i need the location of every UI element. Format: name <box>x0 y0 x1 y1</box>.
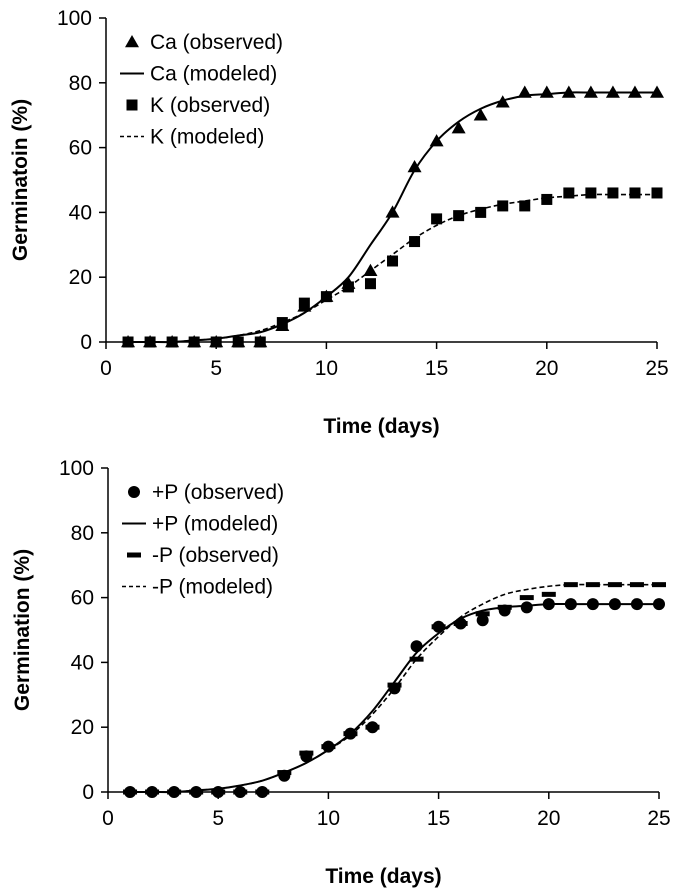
series-markers-1 <box>124 598 665 798</box>
y-tick-label: 0 <box>80 331 92 354</box>
y-tick-label: 80 <box>69 72 92 95</box>
data-point <box>453 621 468 627</box>
legend-swatch-marker <box>127 552 141 558</box>
x-tick-label: 0 <box>100 357 112 380</box>
data-point <box>475 206 487 218</box>
data-point <box>210 336 222 348</box>
legend-label: K (modeled) <box>150 126 264 149</box>
data-point <box>541 193 553 205</box>
y-axis-title: Germinatoin (%) <box>9 99 32 261</box>
data-point <box>563 582 578 588</box>
data-point <box>189 789 204 795</box>
data-point <box>387 682 402 688</box>
data-point <box>255 789 270 795</box>
data-point <box>520 601 533 614</box>
chart-2: 0 20 40 60 80 100 0 5 10 15 20 25 Time (days) Germina… <box>11 457 671 888</box>
data-point <box>607 187 619 199</box>
data-point <box>476 614 489 627</box>
legend-swatch-marker <box>126 99 138 111</box>
legend-label: Ca (observed) <box>150 31 283 54</box>
x-tick-label: 20 <box>535 357 558 380</box>
data-point <box>343 731 358 737</box>
data-point <box>497 604 512 610</box>
data-point <box>519 200 531 212</box>
legend-label: +P (modeled) <box>152 513 278 536</box>
y-tick-label: 20 <box>71 716 94 739</box>
data-point <box>144 336 156 348</box>
data-point <box>145 789 160 795</box>
x-tick-label: 5 <box>210 357 222 380</box>
data-point <box>497 200 509 212</box>
data-point <box>473 108 488 121</box>
legend-label: Ca (modeled) <box>150 63 277 86</box>
x-tick-label: 10 <box>315 357 338 380</box>
x-tick-label: 10 <box>317 807 340 830</box>
data-point <box>407 160 422 173</box>
x-tick-label: 25 <box>645 357 668 380</box>
data-point <box>299 750 314 756</box>
legend: Ca (observed) Ca (modeled) K (observed) K (… <box>120 31 283 149</box>
data-point <box>451 121 466 134</box>
data-point <box>519 595 534 601</box>
x-tick-label: 20 <box>537 807 560 830</box>
x-axis-title: Time (days) <box>323 415 439 438</box>
data-point <box>410 640 423 653</box>
data-point <box>233 789 248 795</box>
y-tick-label: 20 <box>69 266 92 289</box>
y-tick-label: 100 <box>59 457 94 480</box>
legend-swatch-marker <box>125 35 139 48</box>
data-point <box>365 724 380 730</box>
y-tick-label: 40 <box>69 201 92 224</box>
series-line-2 <box>130 602 659 794</box>
y-tick-label: 100 <box>57 7 92 30</box>
data-point <box>188 336 200 348</box>
x-tick-label: 15 <box>427 807 450 830</box>
x-tick-label: 15 <box>425 357 448 380</box>
data-point <box>409 656 424 662</box>
data-point <box>364 278 376 290</box>
data-point <box>232 336 244 348</box>
legend-swatch-marker <box>128 486 140 498</box>
data-point <box>652 582 666 588</box>
y-tick-label: 40 <box>71 651 94 674</box>
y-tick-label: 60 <box>71 587 94 610</box>
data-point <box>563 187 575 199</box>
data-point <box>254 336 266 348</box>
legend-label: -P (observed) <box>152 544 279 567</box>
data-point <box>539 85 554 98</box>
x-axis-title: Time (days) <box>325 865 441 888</box>
legend-label: -P (modeled) <box>152 576 273 599</box>
x-tick-label: 25 <box>647 807 670 830</box>
data-point <box>431 213 443 225</box>
legend-label: K (observed) <box>150 94 270 117</box>
series-line-4 <box>130 583 659 793</box>
data-point <box>211 789 226 795</box>
data-point <box>387 255 399 267</box>
data-point <box>431 624 446 630</box>
data-point <box>475 611 490 617</box>
data-point <box>321 744 336 750</box>
data-point <box>651 187 663 199</box>
series-line-4 <box>128 193 657 343</box>
x-tick-label: 5 <box>212 807 224 830</box>
x-tick-label: 0 <box>102 807 114 830</box>
chart-1: 0 20 40 60 80 100 0 5 10 15 20 25 Time (days) Germina… <box>9 7 669 438</box>
y-tick-label: 60 <box>69 137 92 160</box>
data-point <box>409 236 421 248</box>
y-axis-title: Germination (%) <box>11 549 34 711</box>
y-tick-label: 0 <box>82 781 94 804</box>
data-point <box>585 582 600 588</box>
data-point <box>342 281 354 293</box>
data-point <box>541 591 556 597</box>
legend-label: +P (observed) <box>152 481 284 504</box>
data-point <box>298 297 310 309</box>
data-point <box>629 187 641 199</box>
y-tick-label: 80 <box>71 522 94 545</box>
data-point <box>585 187 597 199</box>
data-point <box>320 291 332 303</box>
legend: +P (observed) +P (modeled) -P (observed) -P… <box>122 481 284 599</box>
